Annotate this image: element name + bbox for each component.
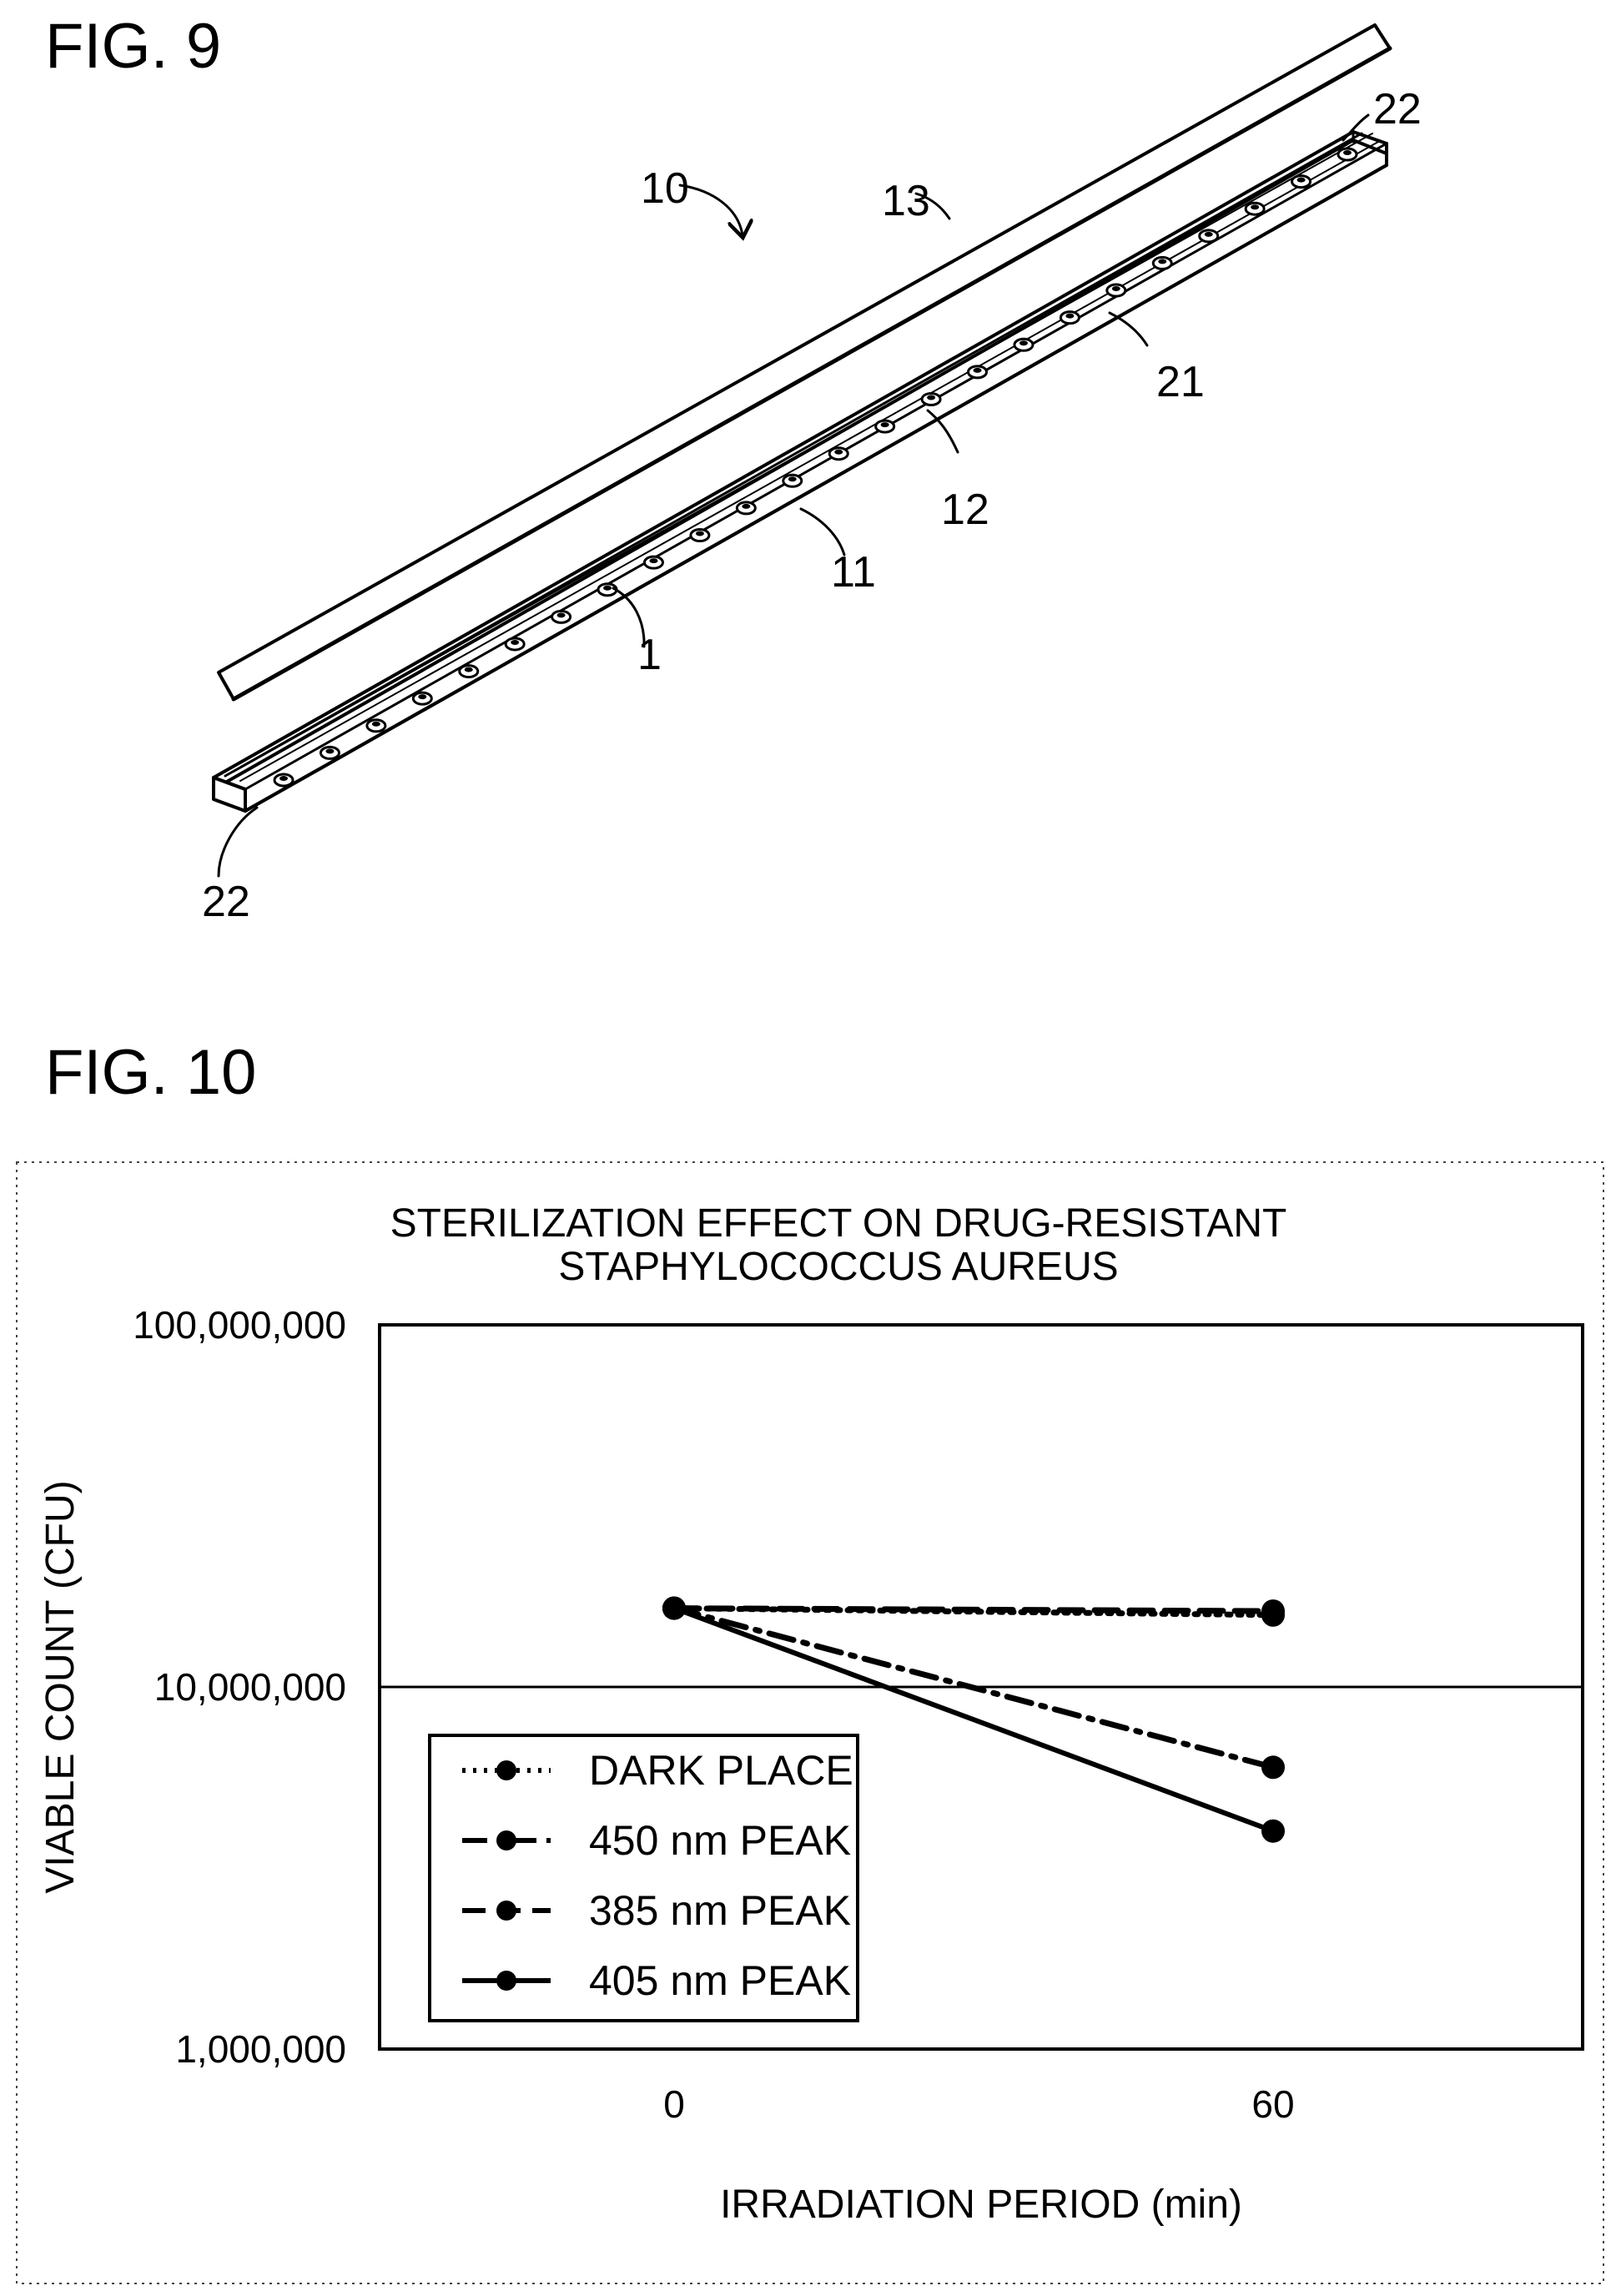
- x-tick-label: 60: [1251, 2082, 1294, 2126]
- legend-label: DARK PLACE: [589, 1747, 853, 1794]
- series-line: [674, 1609, 1273, 1611]
- led-element: [1014, 339, 1033, 350]
- label-side-wall-21: 21: [1156, 358, 1205, 406]
- label-led-1: 1: [637, 631, 662, 679]
- led-element: [969, 366, 987, 378]
- legend-label: 405 nm PEAK: [589, 1957, 851, 2004]
- led-element: [876, 420, 894, 432]
- led-element: [691, 530, 709, 541]
- y-tick-label: 1,000,000: [175, 2027, 346, 2071]
- label-device-10: 10: [641, 164, 689, 213]
- data-point: [1261, 1820, 1285, 1843]
- led-element: [829, 448, 848, 460]
- y-tick-label: 10,000,000: [154, 1665, 346, 1709]
- led-element: [1246, 203, 1264, 214]
- led-element: [552, 611, 571, 622]
- led-element: [413, 692, 431, 704]
- led-element: [320, 747, 339, 758]
- led-element: [1338, 149, 1357, 160]
- chart-title-line-2: STAPHYLOCOCCUS AUREUS: [558, 1245, 1118, 1289]
- x-axis-label: IRRADIATION PERIOD (min): [720, 2183, 1242, 2227]
- legend-swatch-marker: [496, 1830, 516, 1850]
- led-element: [1153, 257, 1171, 269]
- led-element: [1292, 176, 1311, 188]
- fig9-drawing: [214, 25, 1390, 876]
- legend-swatch-marker: [496, 1971, 516, 1991]
- x-axis-ticks: 0 60: [663, 2082, 1294, 2126]
- led-element: [644, 556, 662, 568]
- led-element: [274, 774, 293, 786]
- led-element: [1060, 312, 1079, 324]
- data-point: [1261, 1599, 1285, 1623]
- data-point: [662, 1597, 686, 1620]
- chart-title: STERILIZATION EFFECT ON DRUG-RESISTANT S…: [390, 1201, 1287, 1289]
- led-element: [506, 638, 524, 650]
- label-board-12: 12: [941, 486, 989, 534]
- cover-plate: [219, 25, 1390, 699]
- label-cap-22-right: 22: [1373, 85, 1422, 133]
- led-element: [460, 666, 478, 677]
- x-tick-label: 0: [663, 2082, 685, 2126]
- legend-label: 450 nm PEAK: [589, 1817, 851, 1864]
- y-tick-label: 100,000,000: [133, 1303, 346, 1347]
- led-element: [1107, 284, 1125, 296]
- chart-title-line-1: STERILIZATION EFFECT ON DRUG-RESISTANT: [390, 1201, 1287, 1246]
- legend-label: 385 nm PEAK: [589, 1887, 851, 1934]
- label-cover-13: 13: [882, 177, 930, 225]
- y-axis-ticks: 1,000,000 10,000,000 100,000,000: [133, 1303, 346, 2071]
- legend-swatch-marker: [496, 1760, 516, 1780]
- label-cap-22-left: 22: [202, 878, 250, 926]
- legend-swatch-marker: [496, 1901, 516, 1921]
- led-element: [1200, 230, 1218, 242]
- led-element: [922, 393, 940, 405]
- led-element: [367, 720, 385, 732]
- label-housing-11: 11: [831, 548, 876, 597]
- led-element: [783, 475, 802, 486]
- y-axis-label: VIABLE COUNT (CFU): [38, 1480, 83, 1893]
- led-element: [737, 502, 755, 514]
- data-point: [1261, 1755, 1285, 1779]
